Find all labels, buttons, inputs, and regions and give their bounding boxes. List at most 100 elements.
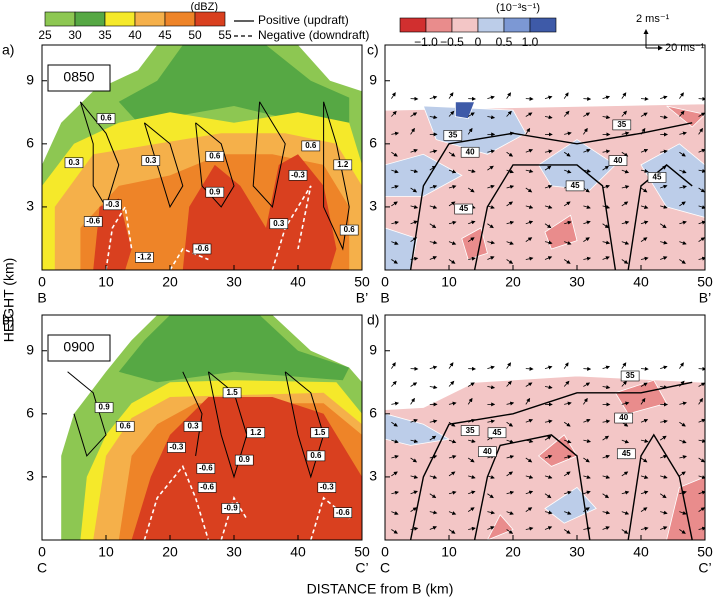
colorbar-tick-label: −0.5 (440, 35, 464, 49)
wind-vector (679, 380, 685, 387)
contour-label-box (96, 113, 116, 124)
wind-vector (621, 131, 630, 136)
contour-label: 0.3 (187, 422, 199, 431)
contour-label: -0.6 (336, 508, 350, 517)
wind-vector (506, 362, 512, 369)
wind-vector (679, 185, 687, 189)
wind-vector (602, 493, 610, 499)
wind-vector (391, 421, 398, 427)
wind-vector (583, 457, 590, 463)
legend-text: Positive (updraft) (258, 13, 349, 27)
wind-vector (544, 510, 553, 515)
wind-vector (544, 165, 552, 171)
contour-label-box (443, 130, 463, 141)
wind-vector (429, 454, 438, 459)
wind-vector (659, 493, 667, 499)
contour-label: -0.3 (291, 170, 305, 179)
time-box (47, 334, 111, 362)
wind-vector (487, 205, 495, 209)
wind-vector (506, 110, 512, 117)
wind-vector (564, 455, 572, 459)
reference-vector-label: 20 ms⁻¹ (665, 42, 705, 54)
wind-vector (391, 362, 396, 369)
x-tick-label: 50 (697, 544, 713, 560)
time-label: 0850 (63, 69, 94, 85)
wind-vector (544, 493, 552, 499)
wind-vector (487, 493, 494, 499)
wind-vector (410, 187, 418, 193)
wind-vector (467, 187, 475, 193)
x-tick-label: 50 (354, 544, 370, 560)
contour-label-box (192, 243, 212, 255)
wind-vector (487, 95, 495, 100)
wind-vector (410, 507, 418, 512)
wind-vector (448, 455, 457, 459)
wind-vector (391, 201, 398, 207)
contour-label-box (317, 482, 337, 493)
contour-label-box (454, 203, 474, 215)
contour-label: 0.9 (99, 403, 111, 412)
contour-label: -0.6 (199, 464, 213, 473)
contour-label: 0.6 (209, 152, 221, 161)
wind-vector (660, 419, 668, 424)
wind-vector (429, 95, 438, 100)
wind-vector (410, 490, 418, 495)
wind-vector (583, 439, 591, 443)
contour-label: 45 (622, 449, 631, 458)
wind-vector (583, 112, 591, 117)
contour-label: 0.9 (239, 455, 251, 464)
wind-vector (640, 397, 646, 405)
wind-vector (679, 131, 687, 136)
contour-label-box (333, 507, 353, 518)
contour-negative (220, 495, 248, 540)
wind-vector (583, 205, 591, 209)
wind-vector (506, 241, 514, 245)
wind-vector (410, 112, 418, 117)
wind-vector (525, 112, 533, 117)
contour-label-box (288, 170, 308, 181)
wind-vector (544, 419, 553, 424)
wind-vector (640, 220, 649, 225)
contour-label-box (460, 146, 480, 158)
wind-vector (448, 92, 454, 99)
contour-label: -0.3 (106, 200, 120, 209)
x-tick-label: 0 (381, 544, 389, 560)
wind-vector (506, 220, 515, 225)
wind-vector (468, 169, 476, 174)
wind-vector (602, 165, 610, 171)
panel (385, 362, 705, 540)
y-tick-label: 9 (369, 341, 377, 357)
wind-vector (391, 169, 399, 174)
colorbar-cell (164, 11, 196, 27)
wind-vector (525, 457, 533, 463)
colorbar-cell (503, 17, 531, 33)
wind-vector (679, 110, 685, 117)
wind-vector (448, 421, 456, 427)
contour (182, 371, 203, 456)
colorbar-tick-label: 50 (188, 28, 202, 42)
contour (252, 101, 286, 208)
wind-vector (698, 366, 705, 371)
wind-vector (410, 382, 418, 387)
wind-vector (410, 397, 415, 405)
x-axis-label: DISTANCE from B (km) (307, 581, 454, 597)
wind-vector (448, 185, 457, 189)
wind-vector (468, 526, 476, 531)
wind-vector (698, 168, 705, 173)
wind-vector (660, 454, 668, 459)
wind-vector (621, 511, 630, 515)
contour-label-box (94, 402, 114, 413)
wind-vector (410, 474, 419, 479)
x-tick-label: 40 (290, 274, 306, 290)
wind-vector (621, 185, 630, 189)
colorbar-tick-label: 35 (98, 28, 112, 42)
wind-vector (429, 510, 438, 515)
contour-label-box (478, 446, 497, 457)
wind-vector (640, 205, 649, 209)
wind-vector (506, 421, 514, 427)
wind-vector (410, 169, 419, 174)
wind-vector (429, 165, 437, 171)
wind-vector (583, 237, 590, 242)
wind-vector (487, 526, 495, 530)
